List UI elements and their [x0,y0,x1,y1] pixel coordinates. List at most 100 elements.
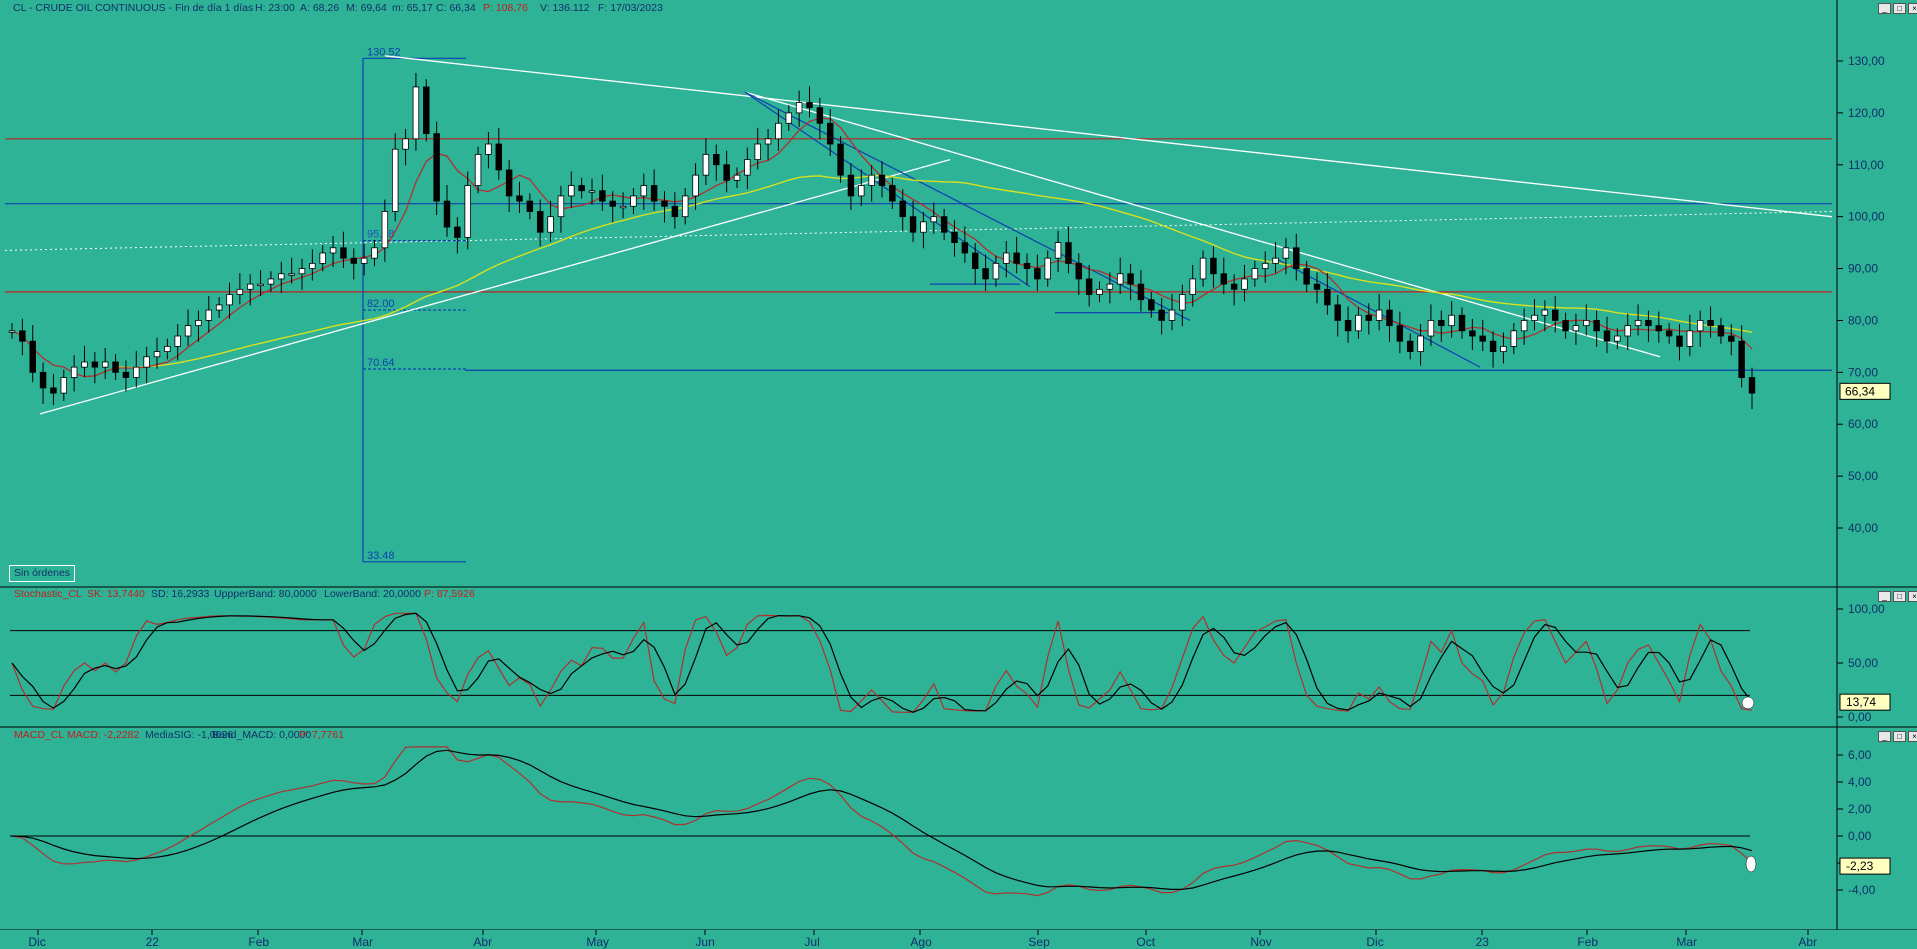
close-icon[interactable]: × [1908,731,1917,742]
stoch-sk-line [11,612,1753,713]
candle-body [1448,314,1455,327]
minimize-icon[interactable]: _ [1878,3,1891,14]
candle-body [847,174,855,197]
candle-body [1686,330,1694,347]
candle-body [298,268,306,275]
x-tick-label: Feb [1577,935,1598,949]
candle-body [588,190,596,193]
macd-window-buttons: _ □ × [1878,731,1917,742]
y-tick-label: 90,00 [1848,262,1878,276]
candle-body [1520,320,1528,332]
candle-body [1127,273,1134,285]
candle-body [681,195,689,218]
header-min: m: 65,17 [392,2,433,14]
candle-body [1199,257,1207,280]
close-icon[interactable]: × [1908,3,1917,14]
candle-body [1738,340,1745,378]
candle-body [1551,309,1559,321]
x-tick-label: Jul [804,935,819,949]
candle-body [133,366,140,378]
candle-body [1562,320,1569,332]
candle-body [1034,268,1041,280]
trend-line-down [384,55,1833,218]
candle-body [1282,247,1290,259]
candle-body [412,86,420,140]
orders-status-label[interactable]: Sin órdenes [9,565,76,582]
macd-panel[interactable]: 6,004,002,000,00-2,00-4,00-2,23 [10,746,1891,897]
candle-body [816,107,824,124]
candle-body [1583,320,1590,327]
candle-body [329,247,337,254]
candle-body [70,366,78,378]
x-tick-label: May [586,935,609,949]
candle-body [174,335,181,347]
candle-body [878,174,886,186]
candle-body [1386,309,1393,327]
candle-body [246,283,254,290]
price-window-buttons: _ □ × [1878,3,1917,14]
candle-body [1375,309,1383,321]
stoch-window-buttons: _ □ × [1878,591,1917,602]
candle-body [661,200,668,207]
candle-body [1624,325,1631,337]
candle-body [454,226,461,238]
minimize-icon[interactable]: _ [1878,591,1891,602]
minimize-icon[interactable]: _ [1878,731,1891,742]
candle-body [1396,325,1404,342]
x-tick-label: 23 [1476,935,1490,949]
macd-signal-line [11,749,1753,891]
candle-body [1728,335,1735,342]
x-tick-label: Feb [248,935,269,949]
stoch-last-label: 13,74 [1846,695,1876,709]
candle-body [1344,320,1352,332]
x-tick-label: Dic [1366,935,1383,949]
restore-icon[interactable]: □ [1893,3,1906,14]
y-tick-label: 0,00 [1848,829,1872,843]
candle-body [1241,278,1248,290]
candle-body [19,330,26,342]
candle-body [122,371,130,378]
x-tick-label: 22 [146,935,160,949]
candle-body [1614,335,1621,342]
header-h: H: 23:00 [255,2,295,14]
candle-body [1510,330,1518,347]
candle-body [226,294,233,306]
y-tick-label: 40,00 [1848,521,1878,535]
candle-body [101,361,109,368]
price-panel[interactable]: 130,00 120,00 110,00 100,00 90,00 80,00 70,00 6… [4,46,1891,563]
candle-body [1593,320,1600,332]
candle-body [930,216,938,223]
candle-body [164,345,171,352]
stoch-lower: LowerBand: 20,0000 [324,588,421,600]
candle-body [1717,325,1725,337]
macd-sig: MediaSIG: -1,0626 [145,729,233,741]
candle-body [1748,377,1756,394]
candle-body [91,361,99,368]
candle-body [1417,335,1424,352]
candle-body [1168,309,1176,321]
header-f: F: 17/03/2023 [598,2,663,14]
candle-body [599,190,606,202]
candle-body [1116,273,1124,285]
macd-line [11,746,1753,897]
y-tick-label: 70,00 [1848,365,1878,379]
close-icon[interactable]: × [1908,591,1917,602]
stoch-last-box [1839,693,1891,711]
candle-body [1210,257,1217,275]
candle-body [1137,283,1145,301]
y-tick-label: -4,00 [1848,883,1876,897]
candle-body [1531,314,1538,321]
candle-body [795,102,803,114]
restore-icon[interactable]: □ [1893,731,1906,742]
header-v: V: 136.112 [540,2,590,14]
y-tick-label: 50,00 [1848,656,1878,670]
candle-body [868,174,875,186]
y-tick-label: 110,00 [1848,158,1884,172]
restore-icon[interactable]: □ [1893,591,1906,602]
macd-current-marker [1745,855,1757,873]
y-tick-label: 80,00 [1848,313,1878,327]
candle-body [1438,320,1445,327]
